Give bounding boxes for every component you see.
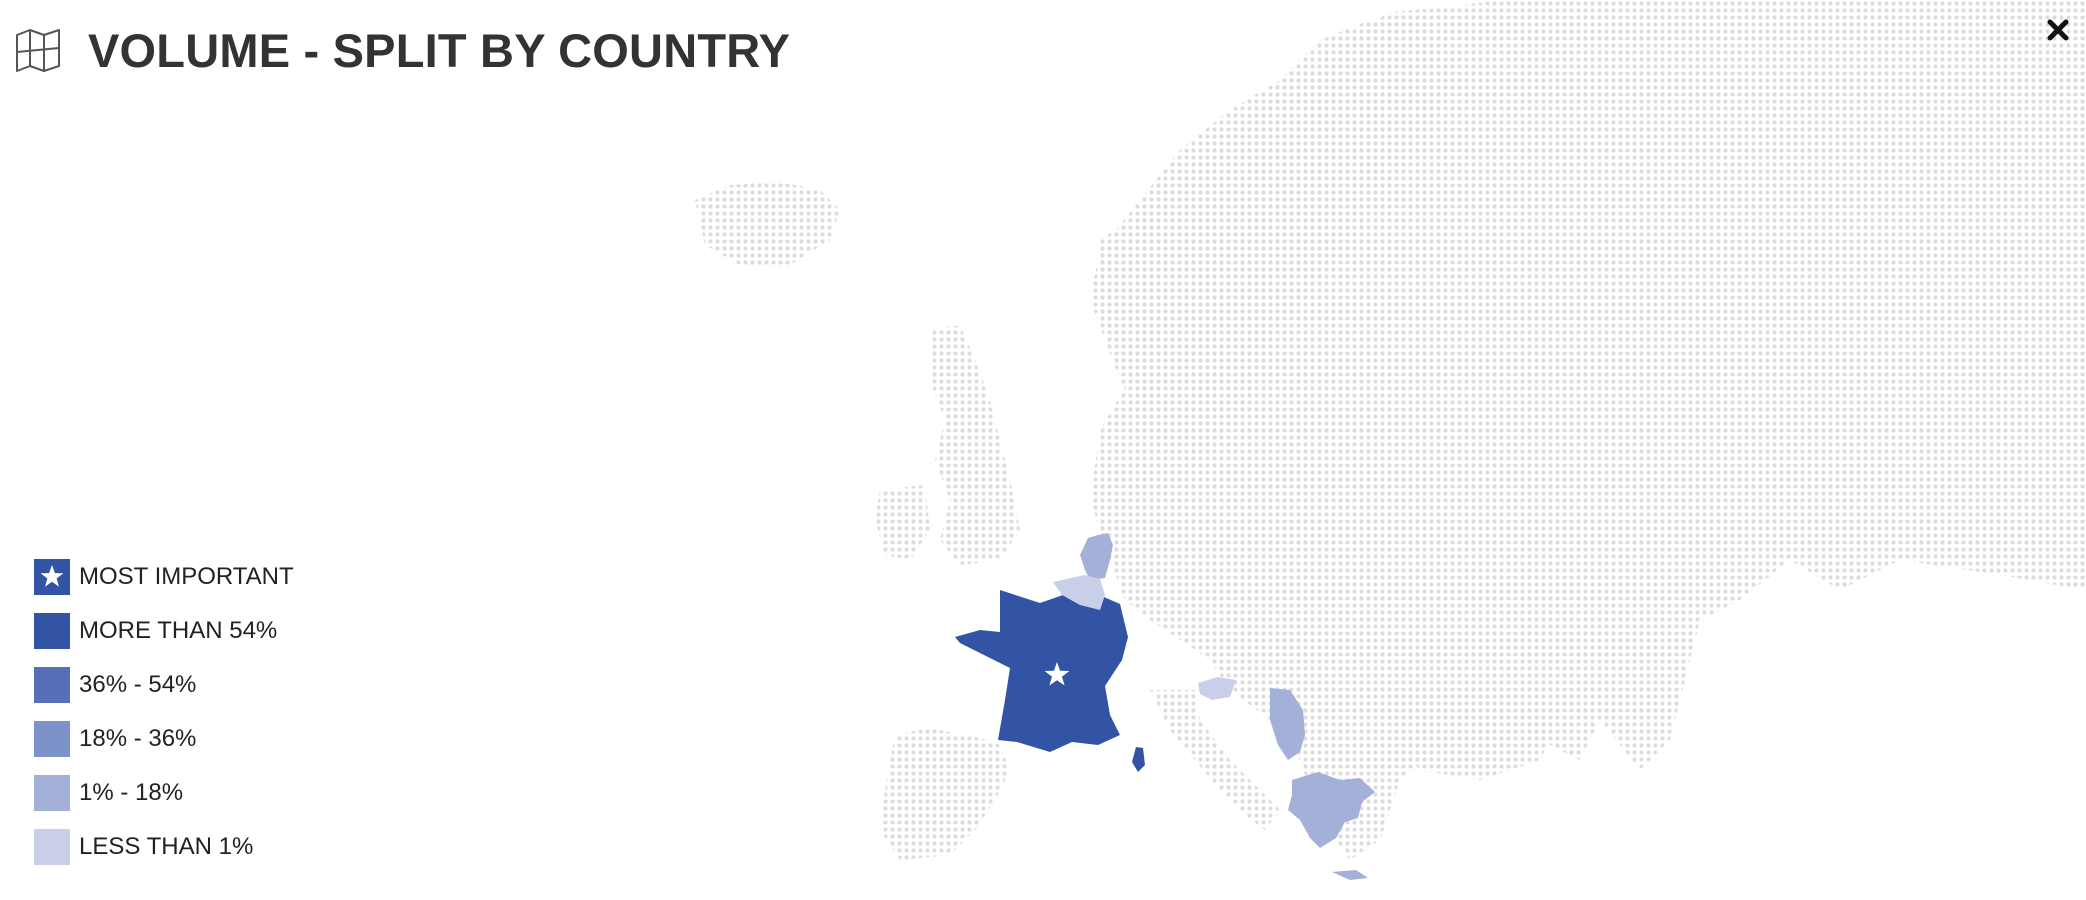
legend-swatch bbox=[34, 775, 70, 811]
legend-label: LESS THAN 1% bbox=[79, 833, 254, 860]
legend-label: 1% - 18% bbox=[79, 779, 184, 806]
map-region-slovenia[interactable] bbox=[1198, 677, 1236, 700]
legend-swatch bbox=[34, 667, 70, 703]
dotted-landmass-ireland bbox=[875, 485, 930, 560]
map-icon bbox=[16, 29, 60, 72]
legend-swatch bbox=[34, 721, 70, 757]
page-title: VOLUME - SPLIT BY COUNTRY bbox=[88, 23, 791, 77]
legend-item-less-than-1: LESS THAN 1% bbox=[34, 829, 294, 865]
legend-item-most-important: MOST IMPORTANT bbox=[34, 559, 294, 595]
legend-label: MORE THAN 54% bbox=[79, 617, 278, 644]
dotted-landmass-anatolia bbox=[1390, 690, 1560, 780]
close-button[interactable] bbox=[2040, 12, 2076, 48]
legend-label: 36% - 54% bbox=[79, 671, 197, 698]
legend-label: MOST IMPORTANT bbox=[79, 563, 294, 590]
map-region-netherlands[interactable] bbox=[1080, 533, 1113, 580]
map-region-france[interactable] bbox=[955, 588, 1128, 752]
legend-swatch bbox=[34, 559, 70, 595]
map-region-corsica[interactable] bbox=[1132, 747, 1145, 772]
map-region-greece[interactable] bbox=[1288, 772, 1375, 880]
dotted-landmass-uk bbox=[930, 325, 1020, 565]
dotted-landmass-iberia bbox=[880, 728, 1010, 860]
dotted-landmass-iceland bbox=[695, 182, 840, 265]
map-region-serbia[interactable] bbox=[1270, 688, 1305, 760]
legend-swatch bbox=[34, 613, 70, 649]
legend-item-36-54: 36% - 54% bbox=[34, 667, 294, 703]
legend-swatch bbox=[34, 829, 70, 865]
legend-item-more-than-54: MORE THAN 54% bbox=[34, 613, 294, 649]
header: VOLUME - SPLIT BY COUNTRY bbox=[14, 20, 790, 80]
dotted-landmass-italy bbox=[1150, 690, 1280, 830]
map-region-belgium[interactable] bbox=[1053, 575, 1105, 610]
star-icon bbox=[40, 565, 64, 587]
legend-item-18-36: 18% - 36% bbox=[34, 721, 294, 757]
close-icon bbox=[2047, 19, 2069, 41]
most-important-star-icon bbox=[1044, 662, 1070, 686]
dotted-landmass-scandinavia bbox=[1090, 20, 1460, 460]
legend-label: 18% - 36% bbox=[79, 725, 197, 752]
legend-item-1-18: 1% - 18% bbox=[34, 775, 294, 811]
legend: MOST IMPORTANT MORE THAN 54% 36% - 54% 1… bbox=[34, 559, 294, 883]
